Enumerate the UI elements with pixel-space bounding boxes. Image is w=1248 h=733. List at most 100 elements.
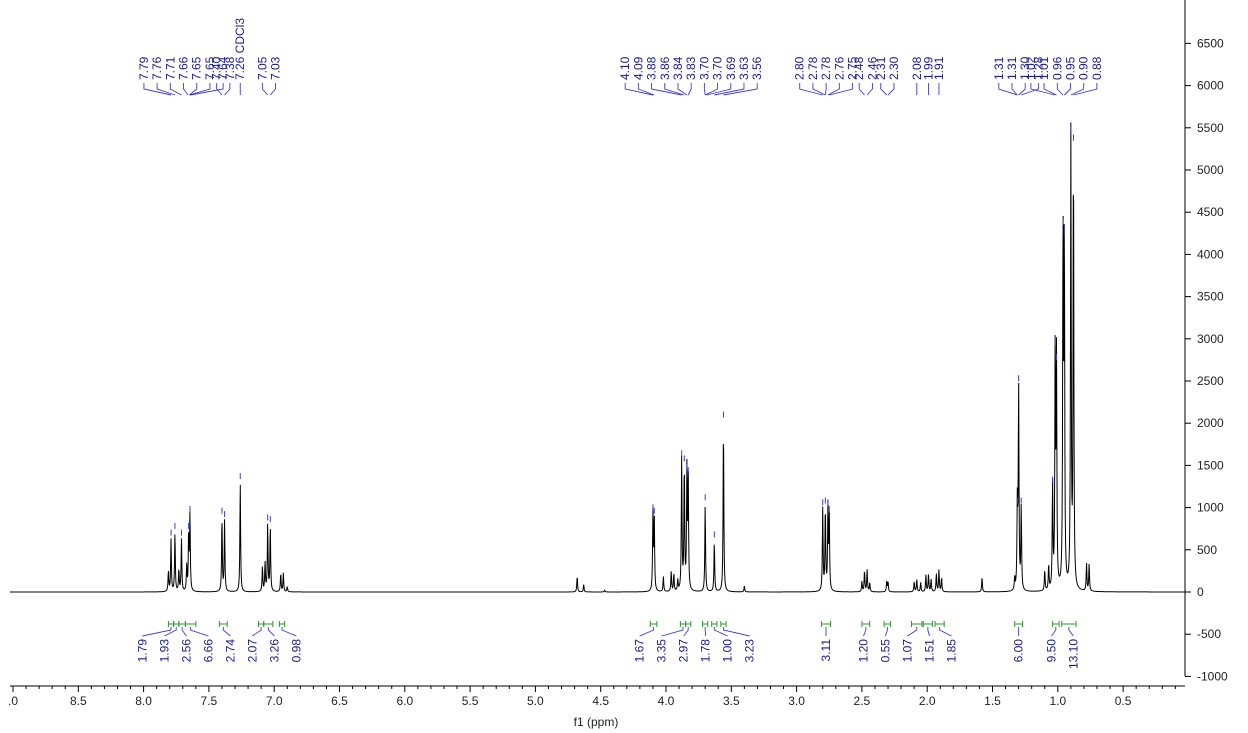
- peak-label: 1.02: [1024, 56, 1038, 80]
- peak-label: 3.88: [645, 56, 659, 80]
- integral-label: 6.00: [1012, 639, 1026, 663]
- x-tick-label: 0.5: [1115, 694, 1132, 708]
- peak-label: 3.86: [658, 56, 672, 80]
- peak-label-connector: [1011, 83, 1018, 96]
- peak-label: 1.91: [932, 56, 946, 80]
- integral-connector: [142, 627, 172, 637]
- peak-label: 3.70: [711, 56, 725, 80]
- peak-label: 1.31: [992, 56, 1006, 80]
- integral-connector: [713, 627, 728, 637]
- peak-label-connector: [1070, 83, 1085, 96]
- peak-label-connector: [704, 83, 719, 96]
- peak-label-connector: [216, 83, 223, 96]
- peak-label: 2.75: [846, 56, 860, 80]
- peak-label: 0.95: [1063, 56, 1077, 80]
- peak-label: 7.03: [269, 56, 283, 80]
- x-tick-label: 4.0: [658, 694, 675, 708]
- x-tick-label: 7.5: [201, 694, 218, 708]
- spectrum-trace: [10, 122, 1185, 593]
- peak-label: 7.26 CDCl3: [233, 18, 247, 80]
- peak-label-connector: [827, 83, 840, 96]
- y-tick-label: 4000: [1197, 247, 1224, 261]
- y-tick-label: 3000: [1197, 332, 1224, 346]
- peak-label-connector: [183, 83, 189, 96]
- integral-label: 3.35: [655, 639, 669, 663]
- peak-label: 0.88: [1090, 56, 1104, 80]
- integral-connector: [661, 627, 684, 637]
- y-tick-label: 2500: [1197, 374, 1224, 388]
- peak-label: 3.84: [671, 56, 685, 80]
- peak-label-connector: [156, 83, 176, 96]
- peak-label-connector: [143, 83, 172, 96]
- integral-connector: [222, 627, 231, 637]
- peak-label: 2.78: [806, 56, 820, 80]
- peak-label: 7.65: [203, 56, 217, 80]
- peak-label-connector: [169, 83, 182, 96]
- x-tick-label: 4.5: [592, 694, 609, 708]
- x-tick-label: 8.5: [70, 694, 87, 708]
- peak-label-connector: [269, 83, 277, 96]
- peak-label: 7.76: [150, 56, 164, 80]
- peak-label-connector: [723, 83, 758, 96]
- peak-label-connector: [824, 83, 827, 96]
- peak-label-connector: [1056, 83, 1064, 96]
- integral-connector: [907, 627, 918, 637]
- y-axis: -1000 -500 0 500 1000 1500 2000 2500 3000 3500 400…: [1184, 0, 1228, 683]
- integral-connector: [252, 627, 262, 637]
- peak-label-connector: [866, 83, 873, 96]
- peak-label-connector: [651, 83, 682, 96]
- peak-label-connector: [261, 83, 269, 96]
- integral-label: 1.79: [135, 639, 149, 663]
- peak-label-connector: [1073, 83, 1098, 96]
- peak-label: 4.10: [618, 56, 632, 80]
- peak-label: 3.69: [724, 56, 738, 80]
- integral-connector: [267, 627, 275, 637]
- peak-label-connector: [703, 83, 706, 96]
- peak-label: 2.46: [865, 56, 879, 80]
- peak-label: 7.71: [163, 56, 177, 80]
- integral-label: 1.85: [944, 639, 958, 663]
- peak-label: 7.64: [216, 56, 230, 80]
- peak-label: 2.76: [832, 56, 846, 80]
- peak-label-connector: [1043, 83, 1057, 96]
- y-tick-label: 5500: [1197, 121, 1224, 135]
- peak-label-connector: [687, 83, 692, 96]
- peak-label: 7.05: [255, 56, 269, 80]
- x-tick-label: 5.0: [527, 694, 544, 708]
- integral-connector: [723, 627, 750, 637]
- y-tick-label: 2000: [1197, 416, 1224, 430]
- peak-label-connector: [189, 83, 198, 96]
- peak-label: 7.79: [137, 56, 151, 80]
- integral-connector: [863, 627, 867, 637]
- peak-label-layer: 7.79 7.76 7.71 7.66 7.65 7.65 7.647.40 7.387.26…: [137, 18, 1104, 96]
- x-axis-label: f1 (ppm): [574, 715, 619, 729]
- peak-label-connector: [1064, 83, 1071, 96]
- integral-label: 1.20: [856, 639, 870, 663]
- integral-connector: [164, 627, 177, 637]
- integral-connector: [181, 627, 187, 637]
- y-tick-label: 6000: [1197, 79, 1224, 93]
- peak-label: 3.63: [737, 56, 751, 80]
- peak-label: 1.28: [1031, 56, 1045, 80]
- peak-label-connector: [812, 83, 826, 96]
- y-tick-label: -1000: [1197, 669, 1228, 683]
- x-tick-label: 6.5: [331, 694, 348, 708]
- x-tick-label: 6.0: [396, 694, 413, 708]
- peak-label-connector: [1030, 83, 1056, 96]
- integral-connector: [190, 627, 209, 637]
- integral-connector: [885, 627, 888, 637]
- integral-label: 2.56: [179, 639, 193, 663]
- x-tick-label: 2.0: [919, 694, 936, 708]
- integral-label: 1.93: [157, 639, 171, 663]
- integral-label: 0.98: [289, 639, 303, 663]
- peak-label: 1.99: [922, 56, 936, 80]
- spectrum-layer: [10, 122, 1185, 593]
- y-tick-label: -500: [1197, 627, 1221, 641]
- peak-label: 2.80: [793, 56, 807, 80]
- peak-label: 7.66: [177, 56, 191, 80]
- peak-label: 2.78: [819, 56, 833, 80]
- peak-label: 7.38: [223, 56, 237, 80]
- peak-label-connector: [706, 83, 732, 96]
- integral-label: 1.67: [633, 639, 647, 663]
- integral-connector: [1051, 627, 1057, 637]
